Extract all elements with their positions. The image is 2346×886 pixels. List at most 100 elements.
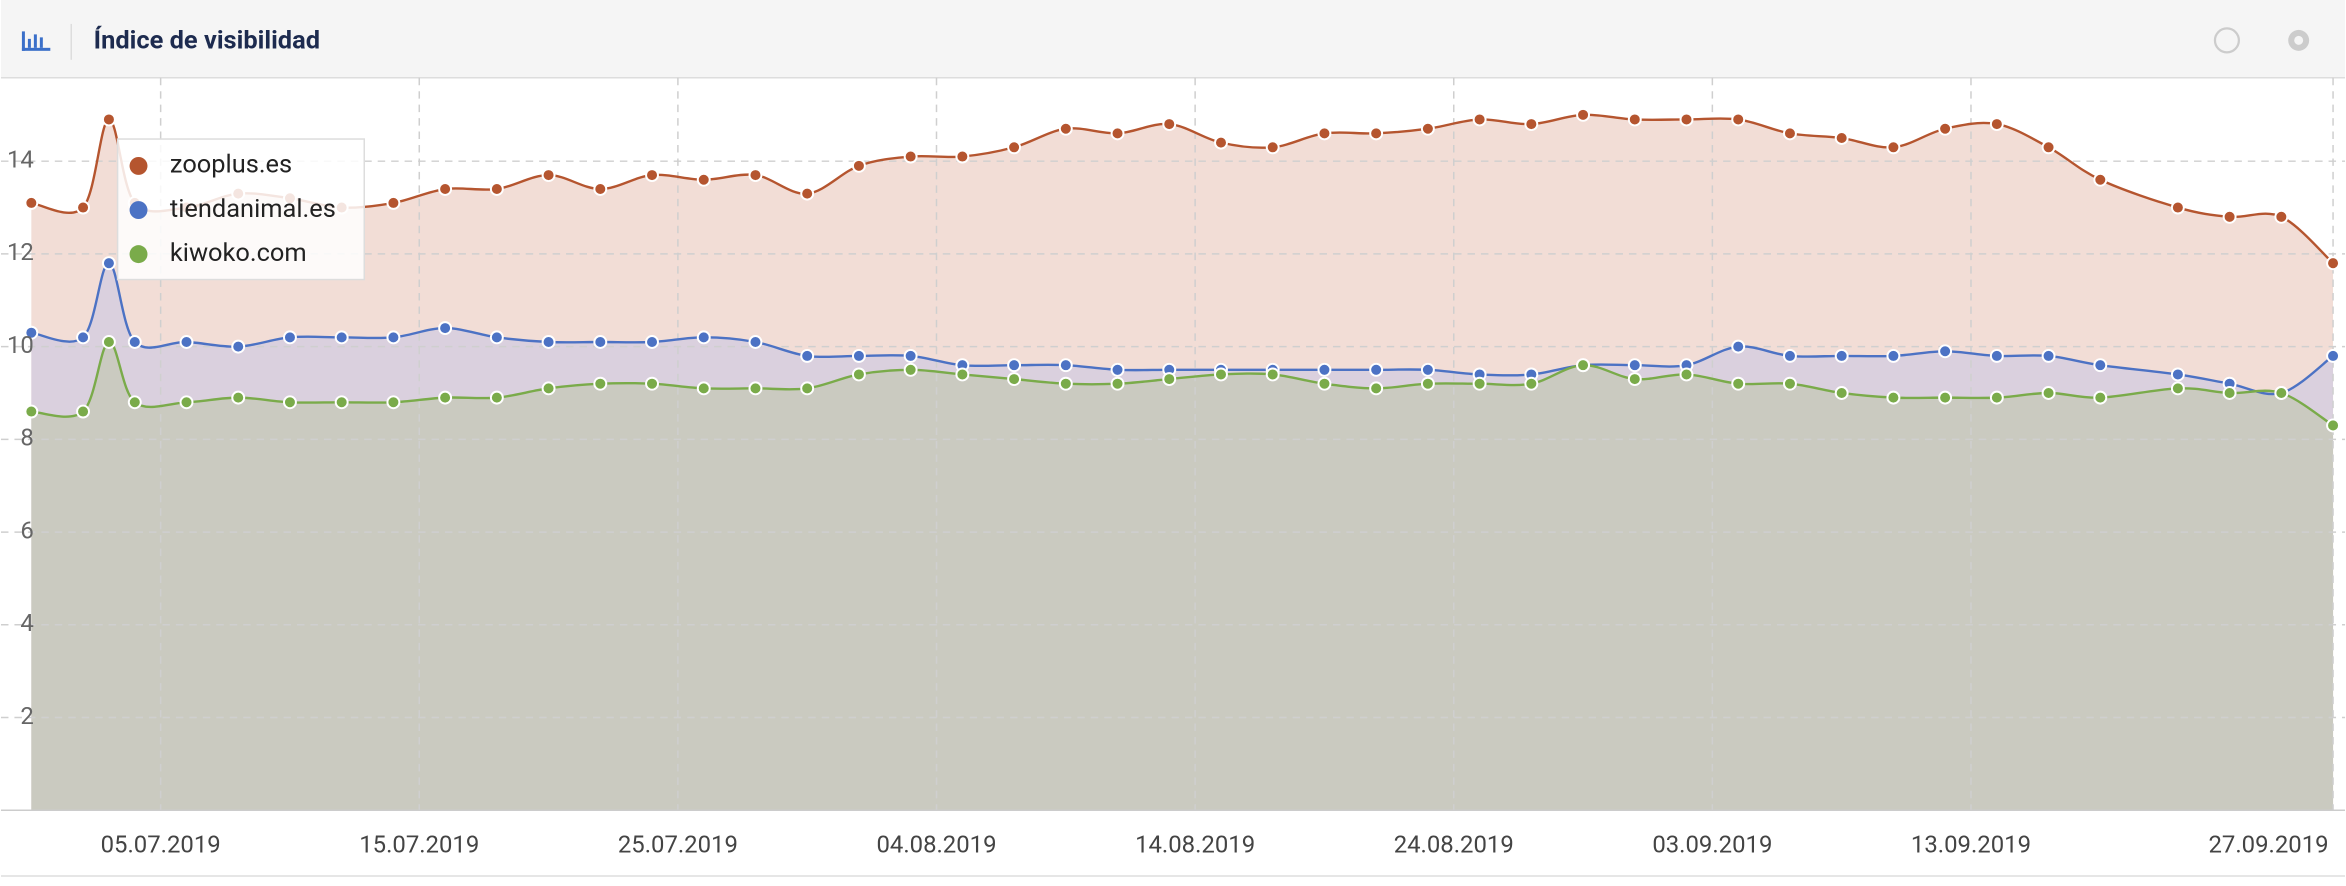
data-point	[1317, 126, 1332, 141]
data-point	[903, 362, 918, 377]
data-point	[2093, 358, 2108, 373]
data-point	[1834, 386, 1849, 400]
x-tick-label: 03.09.2019	[1652, 830, 1772, 858]
data-point	[489, 330, 504, 345]
x-tick-label: 14.08.2019	[1135, 830, 1255, 858]
data-point	[1058, 358, 1073, 373]
data-point	[1214, 135, 1228, 150]
data-point	[1007, 358, 1022, 373]
y-tick-label: 12	[7, 238, 34, 266]
data-point	[179, 335, 194, 349]
data-point	[1058, 376, 1073, 391]
data-point	[1627, 358, 1642, 373]
data-point	[1576, 358, 1591, 373]
data-point	[2274, 386, 2289, 400]
data-point	[903, 348, 918, 363]
data-point	[1886, 348, 1901, 363]
data-point	[1679, 367, 1694, 382]
data-point	[748, 381, 763, 396]
data-point	[1058, 121, 1073, 136]
data-point	[955, 367, 970, 382]
settings-icon-hole	[2294, 35, 2304, 45]
data-point	[231, 339, 246, 354]
data-point	[541, 168, 556, 183]
data-point	[1472, 376, 1487, 391]
data-point	[179, 395, 194, 410]
data-point	[800, 186, 815, 201]
data-point	[1162, 117, 1177, 132]
data-point	[696, 330, 711, 345]
data-point	[386, 330, 401, 345]
legend-box	[116, 138, 365, 281]
data-point	[386, 395, 401, 410]
data-point	[1627, 372, 1642, 387]
data-point	[851, 367, 866, 382]
data-point	[127, 335, 142, 349]
data-point	[1110, 376, 1125, 391]
y-tick-label: 6	[20, 516, 33, 544]
data-point	[2326, 418, 2341, 433]
data-point	[1886, 140, 1901, 155]
y-tick-label: 10	[7, 331, 34, 359]
data-point	[1731, 376, 1746, 391]
data-point	[1420, 376, 1435, 391]
y-tick-label: 8	[20, 424, 33, 452]
data-point	[2222, 209, 2237, 224]
x-tick-label: 04.08.2019	[876, 830, 996, 858]
data-point	[1783, 126, 1797, 141]
data-point	[1317, 376, 1332, 391]
legend: zooplus.es tiendanimal.es kiwoko.com	[116, 138, 365, 281]
data-point	[1834, 348, 1849, 363]
data-point	[851, 158, 866, 173]
data-point	[645, 376, 659, 391]
data-point	[541, 335, 556, 349]
data-point	[2326, 348, 2341, 363]
data-point	[231, 390, 246, 405]
data-point	[438, 390, 453, 405]
data-point	[334, 395, 349, 410]
data-point	[101, 335, 116, 349]
data-point	[541, 381, 556, 396]
data-point	[1679, 112, 1694, 127]
data-point	[1524, 376, 1539, 391]
data-point	[438, 182, 453, 196]
x-tick-label: 25.07.2019	[618, 830, 738, 858]
legend-marker	[129, 245, 148, 264]
x-tick-label: 15.07.2019	[359, 830, 479, 858]
data-point	[593, 376, 608, 391]
data-point	[1989, 348, 2004, 363]
data-point	[1938, 390, 1953, 405]
data-point	[1731, 112, 1746, 127]
data-point	[1162, 372, 1177, 387]
data-point	[955, 149, 970, 164]
data-point	[283, 395, 297, 410]
x-tick-label: 27.09.2019	[2208, 830, 2328, 858]
data-point	[800, 381, 815, 396]
legend-label: kiwoko.com	[170, 238, 307, 268]
data-point	[1420, 362, 1435, 377]
header-bar	[0, 0, 2346, 78]
data-point	[2326, 256, 2341, 271]
data-point	[101, 256, 116, 271]
data-point	[489, 182, 504, 196]
data-point	[800, 348, 815, 363]
data-point	[2093, 172, 2108, 187]
data-point	[593, 335, 608, 349]
data-point	[1627, 112, 1642, 127]
data-point	[283, 330, 297, 345]
data-point	[24, 404, 39, 419]
y-tick-label: 2	[20, 702, 33, 730]
series-area	[31, 341, 2334, 811]
data-point	[1265, 367, 1280, 382]
data-point	[438, 321, 453, 336]
data-point	[127, 395, 142, 410]
data-point	[696, 172, 711, 187]
data-point	[76, 404, 91, 419]
data-point	[76, 330, 91, 345]
data-point	[1834, 131, 1849, 145]
help-icon[interactable]	[2213, 27, 2240, 54]
data-point	[1007, 140, 1022, 155]
chart-icon	[21, 31, 51, 51]
